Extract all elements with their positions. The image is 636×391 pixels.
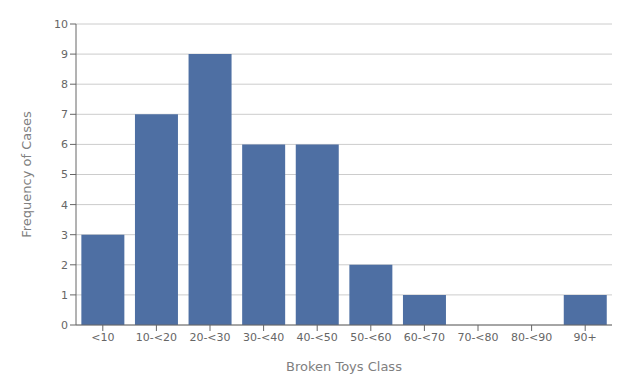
svg-text:10-<20: 10-<20 [136,331,177,344]
svg-text:20-<30: 20-<30 [189,331,230,344]
svg-text:10: 10 [54,18,68,31]
svg-text:8: 8 [61,78,68,91]
svg-text:30-<40: 30-<40 [243,331,284,344]
svg-text:60-<70: 60-<70 [404,331,445,344]
svg-text:70-<80: 70-<80 [457,331,498,344]
svg-text:80-<90: 80-<90 [511,331,552,344]
svg-text:Broken Toys Class: Broken Toys Class [286,359,402,374]
svg-text:2: 2 [61,259,68,272]
svg-text:7: 7 [61,108,68,121]
svg-text:<10: <10 [91,331,114,344]
svg-text:0: 0 [61,319,68,332]
svg-text:50-<60: 50-<60 [350,331,391,344]
svg-text:40-<50: 40-<50 [297,331,338,344]
svg-text:90+: 90+ [574,331,597,344]
svg-text:6: 6 [61,138,68,151]
svg-text:1: 1 [61,289,68,302]
svg-text:3: 3 [61,229,68,242]
svg-text:9: 9 [61,48,68,61]
svg-text:Frequency of Cases: Frequency of Cases [19,111,34,238]
svg-text:5: 5 [61,168,68,181]
svg-text:4: 4 [61,199,68,212]
